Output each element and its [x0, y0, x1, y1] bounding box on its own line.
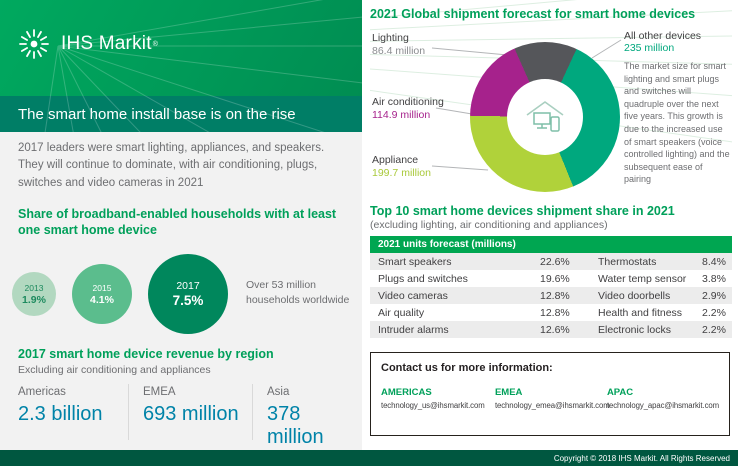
brand-header-block: [0, 0, 362, 96]
device-label: Thermostats: [598, 255, 657, 268]
label-all-other-devices: All other devices 235 million The market…: [624, 30, 732, 186]
slice-value: 114.9 million: [372, 109, 431, 122]
contact-heading: Contact us for more information:: [381, 362, 553, 374]
share-circle-2015: 2015 4.1%: [72, 264, 132, 324]
contact-columns: AMERICAS technology_us@ihsmarkit.com EME…: [381, 387, 719, 410]
device-share: 3.8%: [702, 272, 726, 285]
label-air-conditioning: Air conditioning 114.9 million: [372, 96, 444, 122]
device-share: 19.6%: [540, 272, 570, 285]
device-label: Plugs and switches: [378, 272, 468, 285]
table-row: Video cameras 12.8% Video doorbells 2.9%: [370, 287, 732, 304]
intro-text: 2017 leaders were smart lighting, applia…: [18, 142, 325, 189]
label-appliance: Appliance 199.7 million: [372, 154, 431, 180]
page-title: The smart home install base is on the ri…: [18, 105, 296, 123]
slice-value: 235 million: [624, 42, 675, 54]
device-label: Electronic locks: [598, 323, 671, 336]
share-circle-2017: 2017 7.5%: [148, 254, 228, 334]
left-panel: IHS Markit ® The smart home install base …: [0, 0, 362, 450]
logo-text: IHS Markit: [61, 33, 152, 54]
table-row: Air quality 12.8% Health and fitness 2.2…: [370, 304, 732, 321]
revenue-asia: Asia 378 million: [252, 384, 362, 448]
top10-heading: Top 10 smart home devices shipment share…: [370, 204, 675, 218]
device-share: 12.8%: [540, 306, 570, 319]
forecast-heading: 2021 Global shipment forecast for smart …: [370, 7, 696, 21]
shipment-donut-area: Lighting 86.4 million Air conditioning 1…: [370, 26, 732, 202]
contact-region: APAC: [606, 387, 634, 398]
market-description: The market size for smart lighting and s…: [624, 61, 730, 185]
contact-americas: AMERICAS technology_us@ihsmarkit.com: [381, 387, 495, 410]
slice-value: 86.4 million: [372, 45, 426, 58]
contact-region: EMEA: [494, 387, 523, 398]
copyright-text: Copyright © 2018 IHS Markit. All Rights …: [553, 453, 730, 463]
households-note: Over 53 million households worldwide: [246, 279, 350, 306]
title-band: [0, 96, 362, 132]
device-label: Water temp sensor: [598, 272, 687, 285]
revenue-subheading: Excluding air conditioning and appliance…: [18, 364, 211, 376]
table-row: Intruder alarms 12.6% Electronic locks 2…: [370, 321, 732, 338]
email-link[interactable]: technology_apac@ihsmarkit.com: [606, 401, 719, 410]
device-share: 2.2%: [702, 323, 726, 336]
email-link[interactable]: technology_emea@ihsmarkit.com: [494, 401, 610, 410]
device-label: Video cameras: [378, 289, 448, 302]
device-label: Video doorbells: [598, 289, 671, 302]
device-share: 22.6%: [540, 255, 570, 268]
dandelion-logo-icon: [19, 29, 49, 59]
device-share: 2.9%: [702, 289, 726, 302]
ihs-markit-logo: IHS Markit ®: [16, 26, 158, 62]
contact-box: Contact us for more information: AMERICA…: [370, 352, 730, 436]
region-value: 693 million: [143, 403, 239, 425]
table-row: Plugs and switches 19.6% Water temp sens…: [370, 270, 732, 287]
revenue-americas: Americas 2.3 billion: [0, 384, 128, 440]
region-label: Asia: [267, 386, 290, 398]
slice-name: Lighting: [372, 32, 409, 44]
region-value: 378 million: [267, 403, 324, 448]
label-lighting: Lighting 86.4 million: [372, 32, 425, 58]
region-label: EMEA: [143, 386, 176, 398]
share-circle-2013: 2013 1.9%: [12, 272, 56, 316]
device-label: Intruder alarms: [378, 323, 449, 336]
revenue-by-region: Americas 2.3 billion EMEA 693 million As…: [0, 384, 362, 448]
slice-name: All other devices: [624, 30, 702, 42]
contact-region: AMERICAS: [381, 387, 432, 398]
circle-year: 2015: [92, 282, 112, 293]
device-label: Air quality: [378, 306, 425, 319]
circle-value: 4.1%: [90, 293, 114, 306]
registered-mark: ®: [152, 40, 158, 48]
top10-subheading: (excluding lighting, air conditioning an…: [370, 219, 608, 231]
circle-value: 1.9%: [22, 293, 46, 306]
slice-value: 199.7 million: [372, 167, 431, 180]
broadband-heading: Share of broadband-enabled households wi…: [18, 207, 337, 238]
device-share: 8.4%: [702, 255, 726, 268]
device-share: 12.6%: [540, 323, 570, 336]
right-panel: 2021 Global shipment forecast for smart …: [370, 0, 732, 450]
slice-name: Air conditioning: [372, 96, 444, 108]
device-label: Health and fitness: [598, 306, 683, 319]
circle-year: 2017: [176, 280, 200, 292]
circle-year: 2013: [24, 282, 44, 293]
revenue-heading: 2017 smart home device revenue by region: [18, 347, 274, 361]
circle-value: 7.5%: [172, 293, 204, 308]
region-value: 2.3 billion: [18, 403, 103, 425]
region-label: Americas: [18, 386, 66, 398]
device-share: 12.8%: [540, 289, 570, 302]
table-header: 2021 units forecast (millions): [370, 236, 732, 253]
contact-apac: APAC technology_apac@ihsmarkit.com: [607, 387, 719, 410]
smart-home-icon: [526, 101, 564, 132]
shipment-share-table: 2021 units forecast (millions) Smart spe…: [370, 236, 732, 338]
contact-emea: EMEA technology_emea@ihsmarkit.com: [494, 387, 610, 410]
donut-chart: [470, 42, 620, 192]
device-label: Smart speakers: [378, 255, 452, 268]
footer-bar: Copyright © 2018 IHS Markit. All Rights …: [0, 450, 738, 466]
table-row: Smart speakers 22.6% Thermostats 8.4%: [370, 253, 732, 270]
email-link[interactable]: technology_us@ihsmarkit.com: [381, 401, 485, 410]
revenue-emea: EMEA 693 million: [128, 384, 252, 440]
donut-hole: [507, 79, 583, 155]
slice-name: Appliance: [372, 154, 419, 166]
device-share: 2.2%: [702, 306, 726, 319]
